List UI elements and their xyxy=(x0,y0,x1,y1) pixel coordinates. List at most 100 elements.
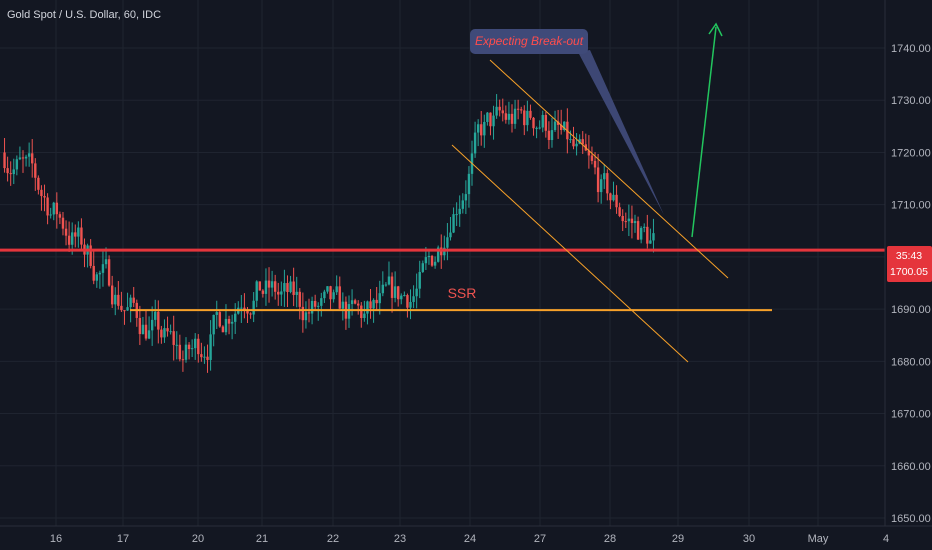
candle[interactable] xyxy=(80,218,83,251)
candle[interactable] xyxy=(95,272,99,288)
candle[interactable] xyxy=(181,350,185,372)
candle[interactable] xyxy=(286,275,289,308)
candle[interactable] xyxy=(49,207,52,219)
candle[interactable] xyxy=(510,104,514,133)
candle[interactable] xyxy=(529,104,532,120)
candle[interactable] xyxy=(280,281,283,306)
candle[interactable] xyxy=(599,174,603,204)
candle[interactable] xyxy=(609,192,612,210)
candle[interactable] xyxy=(138,305,142,346)
candle[interactable] xyxy=(313,294,317,310)
candle[interactable] xyxy=(569,130,572,144)
candle[interactable] xyxy=(387,261,391,286)
candle[interactable] xyxy=(6,156,9,182)
candle[interactable] xyxy=(147,316,151,340)
candle[interactable] xyxy=(190,339,194,358)
candle[interactable] xyxy=(267,267,271,303)
candle[interactable] xyxy=(40,185,43,211)
candle[interactable] xyxy=(203,346,206,364)
candle[interactable] xyxy=(575,133,578,156)
candle[interactable] xyxy=(277,282,280,306)
candle[interactable] xyxy=(178,334,182,362)
candle[interactable] xyxy=(436,245,440,263)
candle[interactable] xyxy=(581,131,584,154)
candle[interactable] xyxy=(9,161,12,186)
candle[interactable] xyxy=(172,315,175,361)
candle[interactable] xyxy=(520,106,523,114)
candle[interactable] xyxy=(378,280,381,315)
candle[interactable] xyxy=(157,300,160,344)
candle[interactable] xyxy=(12,158,15,185)
candle[interactable] xyxy=(169,324,172,335)
candle[interactable] xyxy=(3,138,6,173)
candle[interactable] xyxy=(261,289,265,298)
candle[interactable] xyxy=(215,300,218,330)
candle[interactable] xyxy=(563,121,566,132)
candle[interactable] xyxy=(107,255,111,287)
candle[interactable] xyxy=(433,256,437,269)
candle[interactable] xyxy=(446,223,449,261)
candle[interactable] xyxy=(301,292,305,333)
candle[interactable] xyxy=(55,192,59,229)
candle[interactable] xyxy=(495,94,498,119)
candle[interactable] xyxy=(150,306,154,346)
candle[interactable] xyxy=(347,295,351,328)
candle[interactable] xyxy=(603,164,606,189)
candle[interactable] xyxy=(304,301,308,329)
candle[interactable] xyxy=(218,309,222,328)
candle[interactable] xyxy=(403,291,406,297)
candle[interactable] xyxy=(535,126,538,139)
candle[interactable] xyxy=(498,99,501,117)
candle[interactable] xyxy=(132,286,135,308)
candle[interactable] xyxy=(643,223,646,233)
candle[interactable] xyxy=(636,216,640,240)
candle[interactable] xyxy=(618,202,621,218)
candle[interactable] xyxy=(513,99,517,129)
candle[interactable] xyxy=(357,300,360,315)
candle[interactable] xyxy=(550,117,554,148)
candle[interactable] xyxy=(409,289,412,320)
candle[interactable] xyxy=(289,275,292,294)
candle[interactable] xyxy=(483,114,486,148)
candle[interactable] xyxy=(559,109,563,135)
candle[interactable] xyxy=(323,289,326,303)
candle[interactable] xyxy=(627,204,631,237)
candle[interactable] xyxy=(381,271,385,297)
candle[interactable] xyxy=(476,119,480,147)
candle[interactable] xyxy=(621,209,624,232)
candle[interactable] xyxy=(455,202,458,226)
candle[interactable] xyxy=(473,121,477,158)
candle[interactable] xyxy=(612,181,615,202)
candle[interactable] xyxy=(298,288,301,320)
candle[interactable] xyxy=(194,333,197,360)
candle[interactable] xyxy=(452,207,455,234)
candle[interactable] xyxy=(295,276,298,308)
candle[interactable] xyxy=(249,312,252,319)
candle[interactable] xyxy=(21,150,25,173)
candle[interactable] xyxy=(258,281,262,291)
candle[interactable] xyxy=(144,310,148,341)
candle[interactable] xyxy=(120,291,123,313)
candle[interactable] xyxy=(652,218,655,253)
candle[interactable] xyxy=(390,272,394,313)
candle[interactable] xyxy=(129,294,132,323)
candle[interactable] xyxy=(538,120,541,130)
candle[interactable] xyxy=(353,298,357,305)
candle[interactable] xyxy=(532,117,535,136)
candle[interactable] xyxy=(480,111,483,146)
candle[interactable] xyxy=(227,315,231,335)
candle[interactable] xyxy=(320,292,323,317)
candle[interactable] xyxy=(117,281,120,310)
candle[interactable] xyxy=(175,331,178,360)
candle[interactable] xyxy=(18,146,22,161)
candle[interactable] xyxy=(184,337,188,363)
candle[interactable] xyxy=(556,109,560,139)
candle[interactable] xyxy=(98,270,102,289)
candle[interactable] xyxy=(384,282,388,287)
candle[interactable] xyxy=(541,110,544,133)
candle[interactable] xyxy=(46,193,49,225)
candle[interactable] xyxy=(230,314,234,340)
candle[interactable] xyxy=(430,254,434,267)
candle[interactable] xyxy=(212,314,215,347)
candle[interactable] xyxy=(110,275,114,308)
